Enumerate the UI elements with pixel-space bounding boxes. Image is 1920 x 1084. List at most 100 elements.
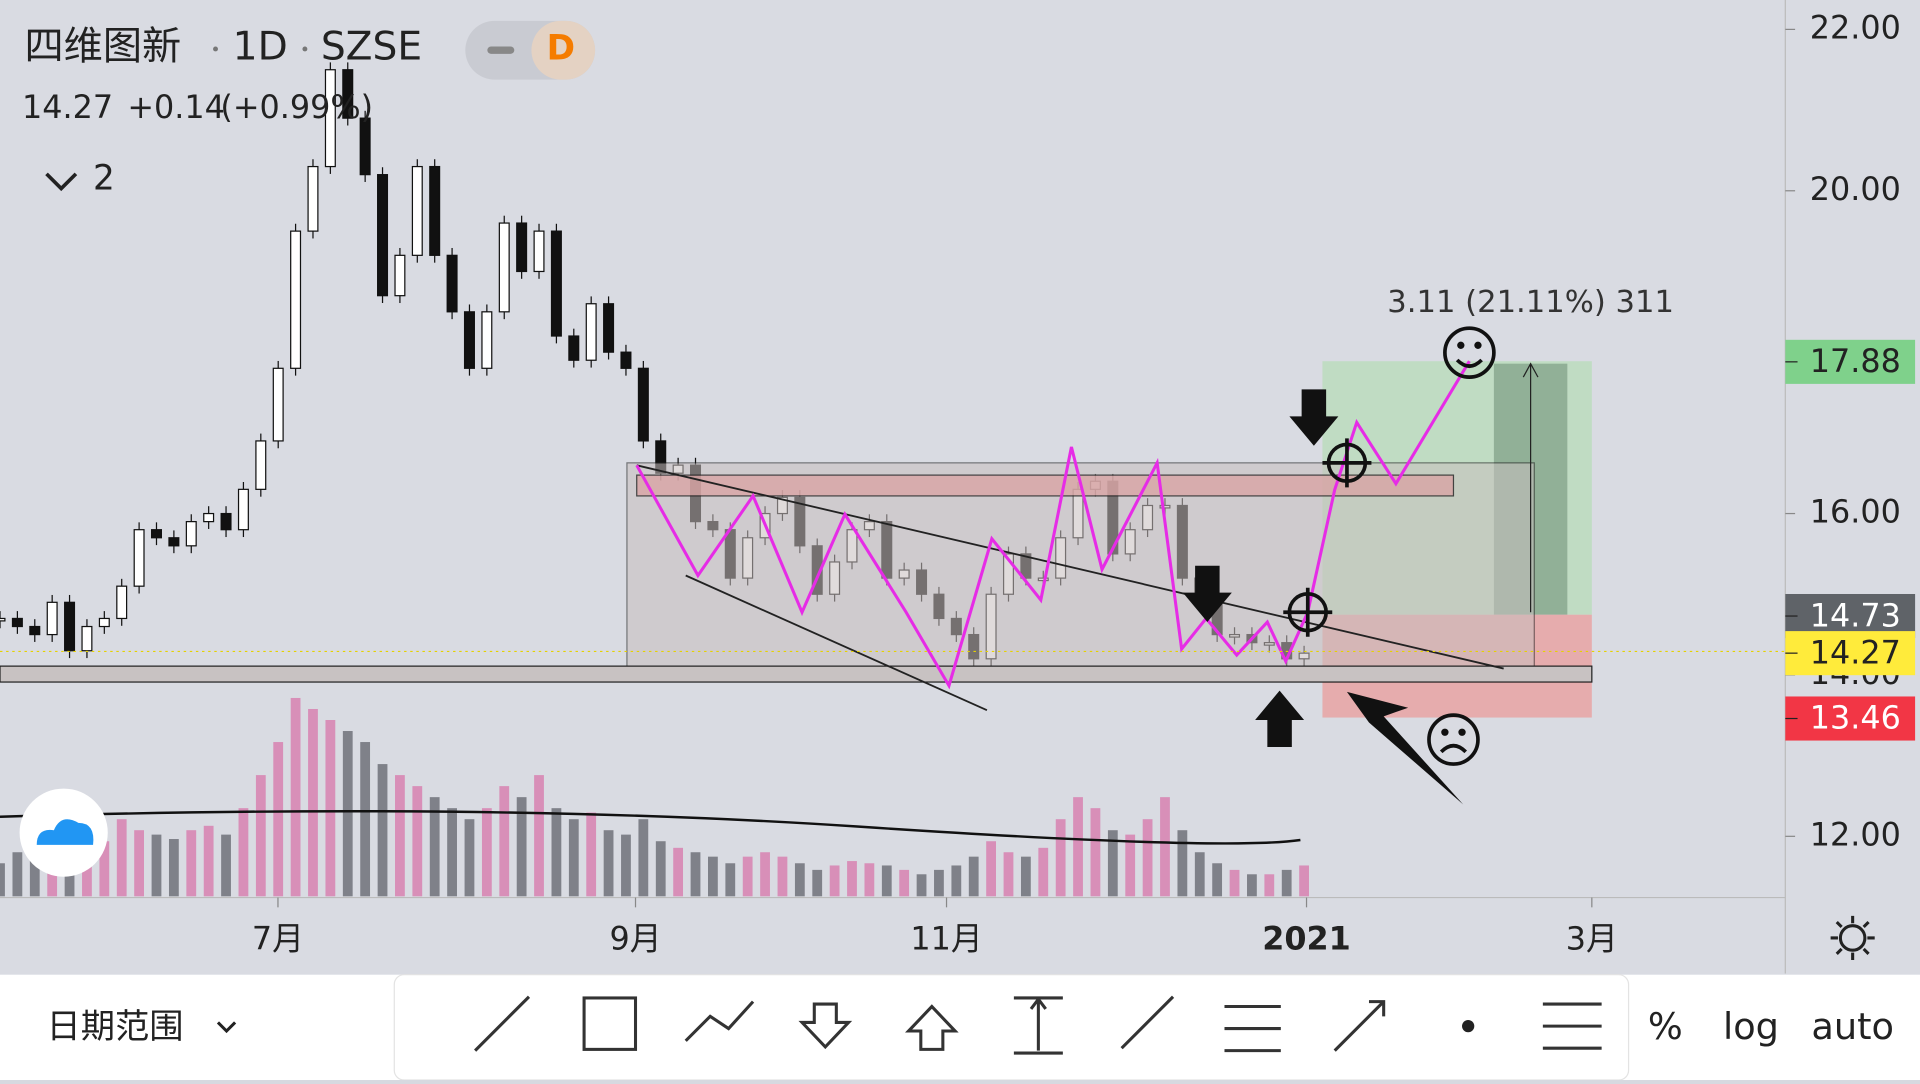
volume-bar <box>464 819 475 897</box>
candle <box>568 335 580 361</box>
volume-bar <box>1281 869 1292 897</box>
volume-bar <box>638 819 649 897</box>
volume-bar <box>1038 847 1049 897</box>
volume-bar <box>1264 874 1275 897</box>
volume-bar <box>951 865 962 897</box>
candle <box>133 529 145 587</box>
volume-bar <box>1020 856 1031 897</box>
volume-bar <box>221 834 231 897</box>
tool-icons[interactable] <box>474 995 1602 1055</box>
target-icon <box>1283 587 1333 637</box>
volume-bar <box>881 865 892 897</box>
volume-bar <box>429 797 440 897</box>
support-band <box>0 665 1593 683</box>
candle <box>237 488 249 531</box>
volume-bar <box>725 863 736 897</box>
candle <box>637 367 649 442</box>
y-tick-label: 16.00 <box>1810 493 1901 531</box>
volume-bar <box>255 775 266 897</box>
volume-bar <box>377 764 388 897</box>
target-icon <box>1322 438 1372 488</box>
volume-bar <box>551 808 562 897</box>
volume-bar <box>934 869 944 897</box>
trend-line <box>636 464 1504 670</box>
drawings <box>0 326 1786 805</box>
candle <box>446 254 458 313</box>
sad-face <box>1427 713 1480 766</box>
candle <box>11 617 23 628</box>
candle <box>98 617 110 628</box>
y-tick-label: 12.00 <box>1810 815 1901 853</box>
volume-bar <box>116 819 127 897</box>
change: +0.14 <box>127 88 225 126</box>
volume-bar <box>134 830 144 897</box>
candle <box>481 311 493 369</box>
dot-tool[interactable] <box>1462 1020 1475 1033</box>
candle <box>394 254 406 297</box>
y-tick-label: 22.00 <box>1810 8 1901 46</box>
minus-icon <box>487 46 515 54</box>
volume-bar <box>360 742 371 897</box>
volume-bar <box>499 786 510 897</box>
separator <box>302 46 308 52</box>
x-tick-label: 2021 <box>1262 919 1351 957</box>
candle <box>324 69 336 168</box>
price-label: 14.73 <box>1810 596 1901 634</box>
volume-bar <box>395 775 405 897</box>
volume-bar <box>568 819 579 897</box>
volume-bar <box>690 852 701 897</box>
exchange: SZSE <box>321 24 422 69</box>
candle <box>272 367 284 442</box>
candle <box>0 617 6 622</box>
volume-bar <box>829 865 840 897</box>
percent-toggle[interactable]: % <box>1648 1005 1683 1048</box>
volume-bar <box>0 863 5 897</box>
price: 14.27 <box>22 88 113 126</box>
x-tick-label: 9月 <box>609 919 661 957</box>
candle <box>46 601 58 636</box>
logo <box>36 819 94 845</box>
big-arrow <box>1346 691 1464 805</box>
x-tick-label: 3月 <box>1566 919 1618 957</box>
candle <box>29 625 41 636</box>
auto-toggle[interactable]: auto <box>1811 1005 1894 1048</box>
volume-bar <box>916 874 927 897</box>
log-toggle[interactable]: log <box>1723 1005 1779 1048</box>
volume-bar <box>168 839 179 897</box>
candle <box>342 69 354 119</box>
volume-bar <box>29 841 40 897</box>
indicators-count[interactable]: 2 <box>93 159 115 199</box>
badge: D <box>547 29 575 69</box>
volume-bar <box>586 812 597 897</box>
date-range[interactable]: 日期范围 <box>47 1007 184 1047</box>
volume-bar <box>99 841 110 897</box>
chevron[interactable] <box>45 172 78 192</box>
drawing-tools <box>393 974 1630 1081</box>
candle <box>116 585 128 620</box>
volume-bar <box>1142 819 1153 897</box>
price-label: 14.27 <box>1810 633 1901 671</box>
volume-bar <box>1194 852 1205 897</box>
volume-bar <box>1125 834 1136 897</box>
candle <box>498 222 510 313</box>
candle <box>463 311 475 369</box>
volume-bar <box>325 720 336 897</box>
volume-bar <box>516 797 527 897</box>
settings-icon[interactable] <box>1830 915 1875 960</box>
volume-bar <box>290 697 301 897</box>
volume-bar <box>481 808 492 897</box>
candle <box>220 512 232 531</box>
volume-bar <box>847 861 857 897</box>
volume-bar <box>655 841 666 897</box>
volume-ma <box>0 810 1301 845</box>
trend-line <box>685 574 988 712</box>
price-label-bg <box>1785 339 1916 384</box>
candle <box>150 529 163 539</box>
candle <box>185 521 197 547</box>
candle <box>203 512 215 523</box>
volume-bar <box>1003 852 1014 897</box>
volume-bar <box>1177 830 1188 897</box>
candle <box>620 351 632 369</box>
volume-bar <box>603 830 614 897</box>
